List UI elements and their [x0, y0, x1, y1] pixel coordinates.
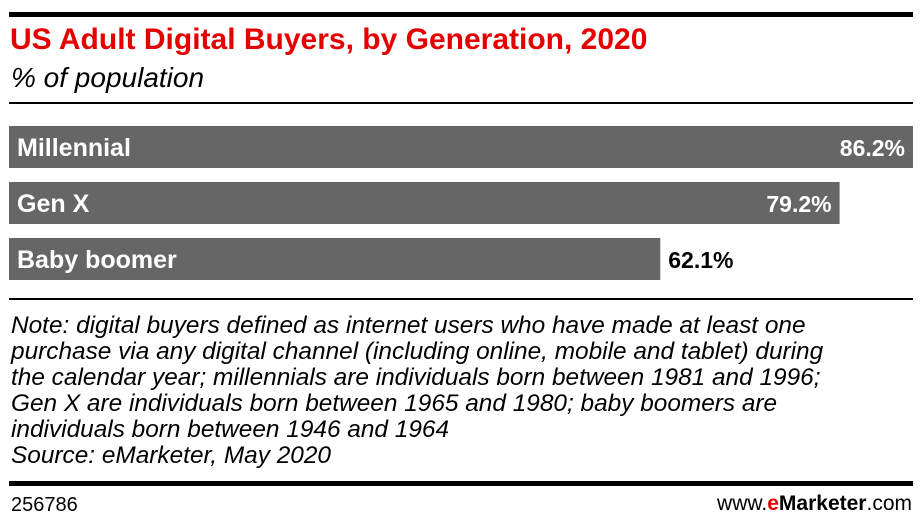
chart-subtitle: % of population — [11, 62, 205, 93]
brand-name: Marketer — [778, 492, 867, 515]
bar — [9, 238, 661, 280]
category-label: Baby boomer — [17, 246, 177, 274]
note-line: purchase via any digital channel (includ… — [11, 338, 824, 365]
bar-chart: Millennial 86.2% Gen X 79.2% Baby boomer 62.1… — [9, 126, 913, 280]
chart-title: US Adult Digital Buyers, by Generation, … — [10, 23, 648, 56]
note-line: the calendar year; millennials are indiv… — [11, 364, 821, 391]
value-label: 62.1% — [668, 247, 733, 273]
brand-accent: e — [767, 492, 779, 515]
value-label: 79.2% — [766, 191, 831, 217]
brand-suffix: .com — [866, 492, 912, 515]
brand-prefix: www. — [717, 492, 768, 515]
value-label: 86.2% — [840, 135, 905, 161]
note-line: Note: digital buyers defined as internet… — [11, 312, 806, 339]
top-rule — [9, 12, 913, 17]
category-label: Gen X — [17, 190, 90, 218]
header-rule — [9, 102, 913, 104]
bar — [9, 182, 840, 224]
bottom-rule — [9, 481, 913, 486]
note-rule — [9, 298, 913, 300]
source-line: Source: eMarketer, May 2020 — [11, 442, 331, 469]
category-label: Millennial — [17, 134, 131, 162]
chart-id: 256786 — [11, 494, 78, 516]
brand-logo: www.eMarketer.com — [717, 491, 912, 517]
bar — [9, 126, 913, 168]
note-line: Gen X are individuals born between 1965 … — [11, 390, 778, 417]
chart-note: Note: digital buyers defined as internet… — [11, 313, 916, 469]
note-line: individuals born between 1946 and 1964 — [11, 416, 450, 443]
